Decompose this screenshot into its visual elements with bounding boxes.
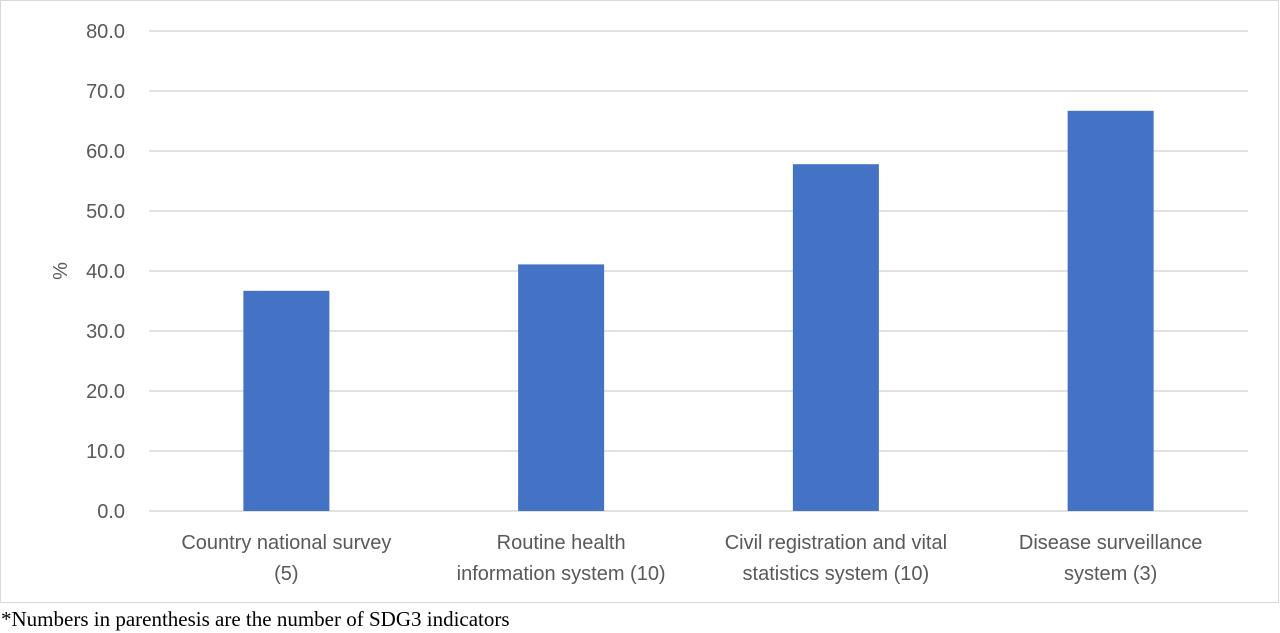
gridlines [149,30,1248,512]
y-tick-label: 30.0 [86,321,125,343]
chart-frame: 0.0 10.0 20.0 30.0 40.0 50.0 60.0 70.0 80.0 Coun… [0,0,1279,603]
y-tick-label: 10.0 [86,441,125,463]
y-tick-label: 70.0 [86,81,125,103]
category-label: Country national survey [181,532,391,554]
bar-3 [792,164,879,511]
y-tick-label: 20.0 [86,381,125,403]
y-tick-label: 50.0 [86,201,125,223]
y-tick-label: 80.0 [86,21,125,43]
category-label: statistics system (10) [743,563,930,585]
y-axis-title: % [50,262,72,280]
bars [243,110,1154,512]
y-tick-label: 60.0 [86,141,125,163]
bar-4 [1067,110,1154,512]
category-label: Disease surveillance [1019,532,1202,554]
category-label: information system (10) [457,563,666,585]
category-label: system (3) [1064,563,1157,585]
category-label: Routine health [497,532,626,554]
bar-chart: 0.0 10.0 20.0 30.0 40.0 50.0 60.0 70.0 80.0 Coun… [50,21,1248,585]
bar-2 [518,264,605,511]
footnote: *Numbers in parenthesis are the number o… [1,607,510,631]
category-label: (5) [274,563,298,585]
y-tick-label: 40.0 [86,261,125,283]
category-labels: Country national survey (5) Routine health… [181,532,1202,585]
y-tick-label: 0.0 [97,501,125,523]
bar-1 [243,290,330,511]
category-label: Civil registration and vital [725,532,947,554]
y-tick-labels: 0.0 10.0 20.0 30.0 40.0 50.0 60.0 70.0 80.0 [86,21,125,523]
